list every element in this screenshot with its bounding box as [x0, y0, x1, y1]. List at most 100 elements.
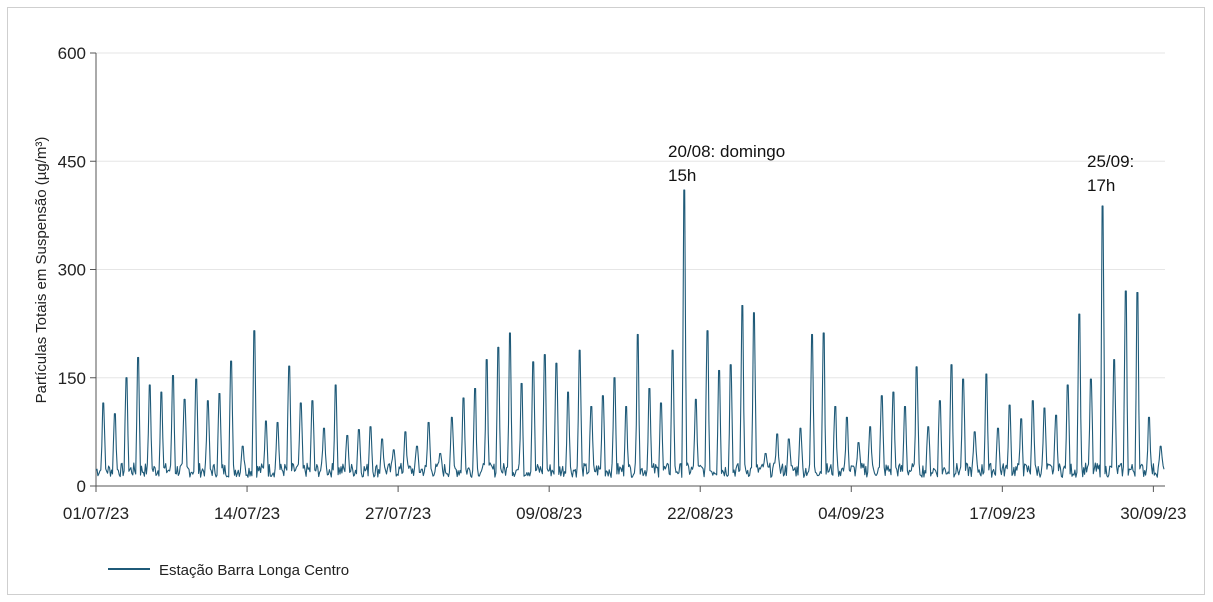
data-point: [706, 330, 709, 332]
legend-label: Estação Barra Longa Centro: [159, 562, 349, 579]
data-point: [776, 433, 778, 435]
data-point: [311, 400, 313, 402]
data-point: [648, 388, 650, 390]
data-point: [207, 400, 209, 402]
data-point: [881, 395, 883, 397]
series: [95, 189, 1165, 478]
data-point: [730, 364, 732, 366]
data-point: [555, 362, 558, 364]
series-line: [95, 189, 1165, 478]
data-point: [439, 452, 441, 455]
data-point: [183, 398, 186, 400]
data-point: [1125, 290, 1127, 292]
data-point: [462, 397, 464, 399]
y-tick-label: 0: [77, 477, 86, 496]
data-point: [718, 369, 720, 372]
data-point: [276, 421, 279, 424]
data-point: [613, 377, 616, 379]
data-point: [1055, 414, 1057, 416]
data-point: [741, 305, 743, 307]
x-tick-label: 04/09/23: [818, 504, 884, 523]
data-point: [1067, 384, 1069, 386]
data-point: [1078, 313, 1080, 315]
data-point: [997, 427, 999, 429]
x-tick-label: 17/09/23: [969, 504, 1035, 523]
data-point: [637, 333, 639, 336]
data-point: [428, 421, 430, 424]
data-point: [288, 365, 290, 367]
x-tick-label: 22/08/23: [667, 504, 733, 523]
data-point: [695, 398, 697, 400]
x-tick-label: 09/08/23: [516, 504, 582, 523]
data-point: [451, 416, 453, 418]
gridlines: [96, 52, 1165, 379]
data-point: [323, 427, 325, 429]
data-point: [160, 391, 162, 393]
x-ticks: 01/07/23 14/07/23 27/07/23 09/08/23 22/08/23…: [63, 486, 1186, 523]
data-point: [857, 442, 860, 444]
data-point: [985, 373, 987, 375]
data-point: [939, 400, 941, 402]
data-point: [602, 395, 604, 397]
data-point: [823, 332, 825, 334]
data-point: [137, 356, 139, 359]
data-point: [869, 426, 871, 428]
data-point: [834, 406, 836, 408]
data-point: [497, 346, 499, 348]
data-point: [764, 452, 767, 455]
data-point: [393, 449, 395, 451]
data-point: [265, 420, 267, 422]
data-point: [962, 378, 964, 380]
data-point: [218, 393, 220, 395]
data-point: [625, 406, 627, 408]
y-tick-label: 150: [58, 369, 86, 388]
data-point: [230, 360, 232, 362]
data-point: [788, 438, 790, 440]
data-point: [509, 332, 511, 334]
data-point: [149, 384, 151, 386]
data-point: [253, 330, 255, 332]
data-point: [672, 349, 674, 351]
data-point: [1043, 407, 1045, 409]
annotation-peak-2-line1: 25/09:: [1087, 152, 1134, 171]
data-point: [102, 402, 104, 404]
data-point: [927, 426, 929, 428]
data-point: [1101, 205, 1104, 207]
y-ticks: 0 150 300 450 600: [58, 44, 96, 496]
data-point: [1148, 416, 1150, 418]
data-point: [660, 402, 662, 404]
data-point: [1090, 378, 1092, 380]
data-point: [300, 402, 302, 404]
data-point: [544, 354, 546, 356]
data-point: [532, 361, 534, 363]
y-tick-label: 450: [58, 152, 86, 171]
annotation-peak-2-line2: 17h: [1087, 176, 1115, 195]
chart-frame: [7, 7, 1205, 595]
data-point: [811, 333, 813, 336]
data-point: [486, 359, 488, 361]
annotation-peak-1-line1: 20/08: domingo: [668, 142, 785, 161]
data-point: [916, 366, 918, 368]
data-point: [1160, 445, 1162, 447]
data-point: [950, 364, 953, 366]
data-point: [590, 406, 592, 408]
data-point: [579, 349, 581, 351]
data-point: [974, 431, 976, 433]
data-point: [1032, 400, 1034, 402]
data-point: [358, 429, 360, 431]
data-point: [125, 377, 127, 379]
data-point: [404, 431, 406, 433]
data-point: [846, 416, 848, 418]
y-tick-label: 600: [58, 44, 86, 63]
data-point: [474, 388, 476, 390]
data-point: [567, 391, 569, 393]
data-point: [114, 413, 116, 415]
data-point: [799, 427, 802, 429]
data-point: [1136, 292, 1138, 294]
annotations: 20/08: domingo 15h 25/09: 17h: [668, 142, 1134, 195]
data-point: [904, 406, 906, 408]
data-point: [172, 375, 174, 377]
x-tick-label: 14/07/23: [214, 504, 280, 523]
data-point: [195, 378, 197, 380]
